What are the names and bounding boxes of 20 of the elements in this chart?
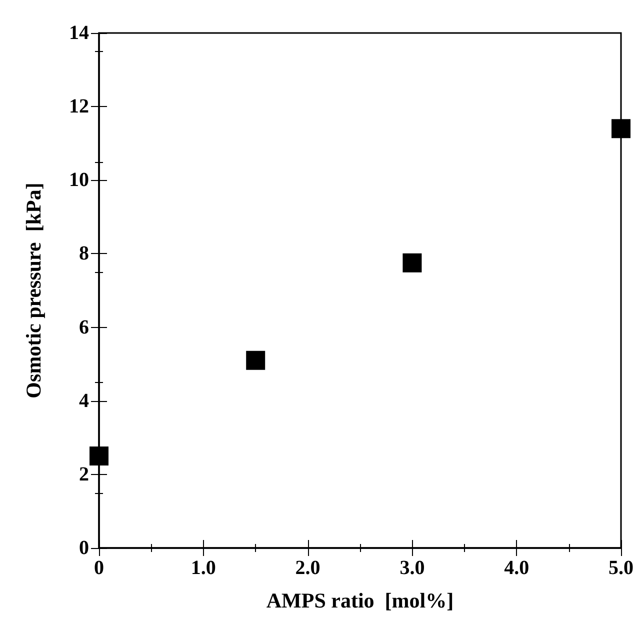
point xyxy=(402,253,422,272)
point xyxy=(246,350,266,370)
y-tick-label: 12 xyxy=(69,96,89,118)
y-tick-label: 6 xyxy=(79,316,89,338)
point xyxy=(612,119,630,138)
x-tick-label: 0 xyxy=(94,557,104,579)
x-tick-label: 5.0 xyxy=(608,557,634,579)
y-axis-title: Osmotic pressure [kPa] xyxy=(22,182,46,398)
y-tick-label: 0 xyxy=(79,537,89,559)
y-tick-label: 14 xyxy=(69,22,89,44)
x-tick-label: 4.0 xyxy=(504,557,530,579)
point xyxy=(90,446,108,466)
x-tick-label: 2.0 xyxy=(295,557,320,579)
x-tick-label: 1.0 xyxy=(190,557,216,579)
x-axis-title: AMPS ratio [mol%] xyxy=(266,588,454,612)
y-tick-label: 8 xyxy=(79,242,89,265)
y-tick-label: 10 xyxy=(69,169,89,192)
y-tick-label: 4 xyxy=(79,390,89,412)
x-tick-label: 3.0 xyxy=(400,557,425,579)
y-tick-label: 2 xyxy=(79,463,89,486)
